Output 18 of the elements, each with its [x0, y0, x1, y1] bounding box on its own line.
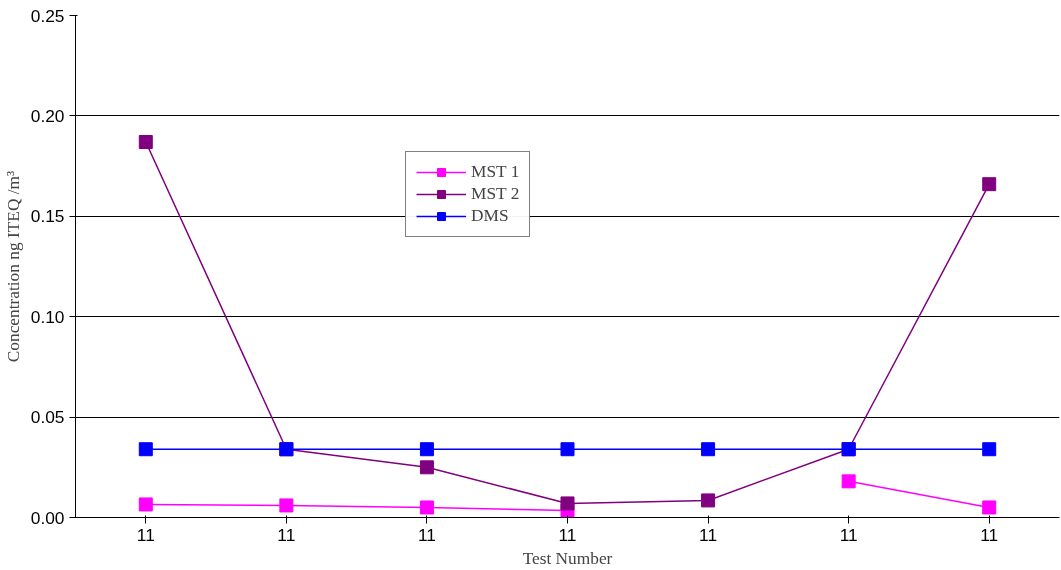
- y-tick-label: 0.00: [30, 507, 65, 528]
- y-tick-label: 0.20: [30, 105, 65, 126]
- x-tick-label: 11: [699, 524, 718, 545]
- x-tick-label: 11: [839, 524, 858, 545]
- legend-label: MST 2: [471, 184, 520, 204]
- legend-label: MST 1: [471, 162, 520, 182]
- x-tick-label: 11: [980, 524, 999, 545]
- y-tick-label: 0.05: [30, 407, 65, 428]
- x-tick-label: 11: [417, 524, 436, 545]
- x-tick-label: 11: [558, 524, 577, 545]
- x-tick-label: 11: [277, 524, 296, 545]
- y-tick-label: 0.15: [30, 206, 65, 227]
- legend-label: DMS: [471, 206, 509, 226]
- y-tick-label: 0.25: [30, 5, 65, 26]
- y-axis-title: Concentration ng ITEQ /m³: [3, 170, 23, 363]
- x-axis-title: Test Number: [522, 548, 613, 568]
- y-tick-label: 0.10: [30, 306, 65, 327]
- x-tick-label: 11: [136, 524, 155, 545]
